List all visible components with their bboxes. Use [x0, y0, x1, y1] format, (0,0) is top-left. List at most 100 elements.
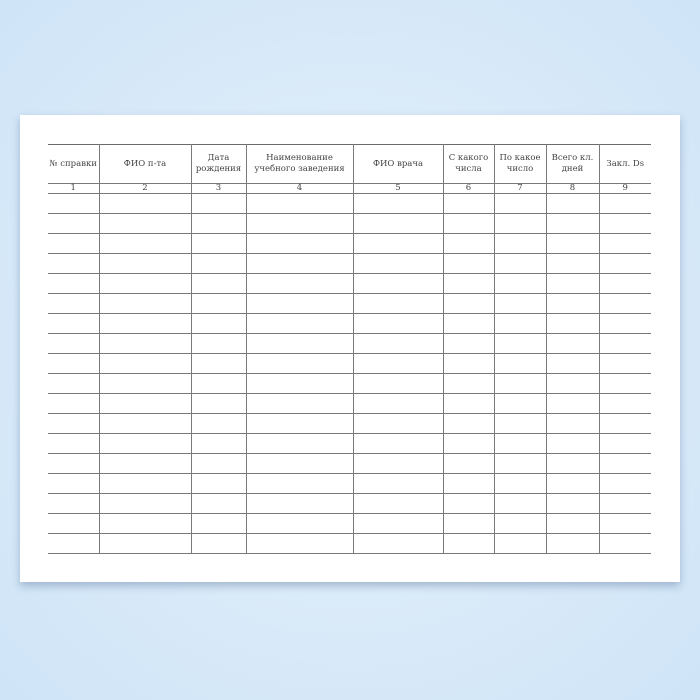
table-cell[interactable] — [48, 273, 100, 294]
table-cell[interactable] — [598, 373, 651, 394]
table-cell[interactable] — [48, 293, 100, 314]
table-cell[interactable] — [245, 533, 354, 554]
table-cell[interactable] — [545, 373, 600, 394]
table-cell[interactable] — [190, 273, 247, 294]
table-cell[interactable] — [352, 393, 444, 414]
table-cell[interactable] — [98, 513, 192, 534]
table-cell[interactable] — [493, 253, 547, 274]
table-cell[interactable] — [98, 193, 192, 214]
table-cell[interactable] — [48, 453, 100, 474]
table-cell[interactable] — [352, 233, 444, 254]
table-cell[interactable] — [245, 393, 354, 414]
table-cell[interactable] — [598, 353, 651, 374]
table-cell[interactable] — [442, 233, 495, 254]
table-cell[interactable] — [48, 313, 100, 334]
table-cell[interactable] — [98, 413, 192, 434]
table-cell[interactable] — [98, 213, 192, 234]
table-cell[interactable] — [442, 513, 495, 534]
table-cell[interactable] — [190, 253, 247, 274]
table-cell[interactable] — [98, 393, 192, 414]
table-cell[interactable] — [98, 373, 192, 394]
table-cell[interactable] — [598, 473, 651, 494]
table-cell[interactable] — [190, 533, 247, 554]
table-cell[interactable] — [48, 433, 100, 454]
table-cell[interactable] — [442, 433, 495, 454]
table-cell[interactable] — [352, 453, 444, 474]
table-cell[interactable] — [245, 333, 354, 354]
table-cell[interactable] — [245, 413, 354, 434]
table-cell[interactable] — [352, 273, 444, 294]
table-cell[interactable] — [48, 333, 100, 354]
table-cell[interactable] — [493, 233, 547, 254]
table-cell[interactable] — [190, 373, 247, 394]
table-cell[interactable] — [352, 213, 444, 234]
table-cell[interactable] — [545, 273, 600, 294]
table-cell[interactable] — [442, 413, 495, 434]
table-cell[interactable] — [48, 353, 100, 374]
table-cell[interactable] — [48, 513, 100, 534]
table-cell[interactable] — [48, 533, 100, 554]
table-cell[interactable] — [190, 493, 247, 514]
table-cell[interactable] — [442, 533, 495, 554]
table-cell[interactable] — [493, 393, 547, 414]
table-cell[interactable] — [493, 453, 547, 474]
table-cell[interactable] — [442, 393, 495, 414]
table-cell[interactable] — [598, 333, 651, 354]
table-cell[interactable] — [493, 313, 547, 334]
table-cell[interactable] — [245, 273, 354, 294]
table-cell[interactable] — [98, 473, 192, 494]
table-cell[interactable] — [545, 233, 600, 254]
table-cell[interactable] — [493, 293, 547, 314]
table-cell[interactable] — [352, 373, 444, 394]
table-cell[interactable] — [98, 293, 192, 314]
table-cell[interactable] — [545, 473, 600, 494]
table-cell[interactable] — [98, 353, 192, 374]
table-cell[interactable] — [442, 253, 495, 274]
table-cell[interactable] — [48, 413, 100, 434]
table-cell[interactable] — [352, 513, 444, 534]
table-cell[interactable] — [48, 393, 100, 414]
table-cell[interactable] — [598, 493, 651, 514]
table-cell[interactable] — [442, 273, 495, 294]
table-cell[interactable] — [545, 353, 600, 374]
table-cell[interactable] — [598, 293, 651, 314]
table-cell[interactable] — [98, 453, 192, 474]
table-cell[interactable] — [245, 373, 354, 394]
table-cell[interactable] — [598, 233, 651, 254]
table-cell[interactable] — [442, 353, 495, 374]
table-cell[interactable] — [442, 193, 495, 214]
table-cell[interactable] — [545, 253, 600, 274]
table-cell[interactable] — [598, 453, 651, 474]
table-cell[interactable] — [352, 353, 444, 374]
table-cell[interactable] — [190, 233, 247, 254]
table-cell[interactable] — [190, 393, 247, 414]
table-cell[interactable] — [442, 373, 495, 394]
table-cell[interactable] — [545, 193, 600, 214]
table-cell[interactable] — [245, 433, 354, 454]
table-cell[interactable] — [545, 293, 600, 314]
table-cell[interactable] — [352, 433, 444, 454]
table-cell[interactable] — [545, 313, 600, 334]
table-cell[interactable] — [352, 313, 444, 334]
table-cell[interactable] — [493, 473, 547, 494]
table-cell[interactable] — [245, 453, 354, 474]
table-cell[interactable] — [190, 193, 247, 214]
table-cell[interactable] — [598, 533, 651, 554]
table-cell[interactable] — [545, 213, 600, 234]
table-cell[interactable] — [352, 493, 444, 514]
table-cell[interactable] — [98, 333, 192, 354]
table-cell[interactable] — [352, 193, 444, 214]
table-cell[interactable] — [493, 193, 547, 214]
table-cell[interactable] — [190, 453, 247, 474]
table-cell[interactable] — [598, 393, 651, 414]
table-cell[interactable] — [352, 293, 444, 314]
table-cell[interactable] — [245, 193, 354, 214]
table-cell[interactable] — [493, 533, 547, 554]
table-cell[interactable] — [98, 253, 192, 274]
table-cell[interactable] — [98, 533, 192, 554]
table-cell[interactable] — [493, 333, 547, 354]
table-cell[interactable] — [48, 373, 100, 394]
table-cell[interactable] — [190, 333, 247, 354]
table-cell[interactable] — [545, 493, 600, 514]
table-cell[interactable] — [48, 233, 100, 254]
